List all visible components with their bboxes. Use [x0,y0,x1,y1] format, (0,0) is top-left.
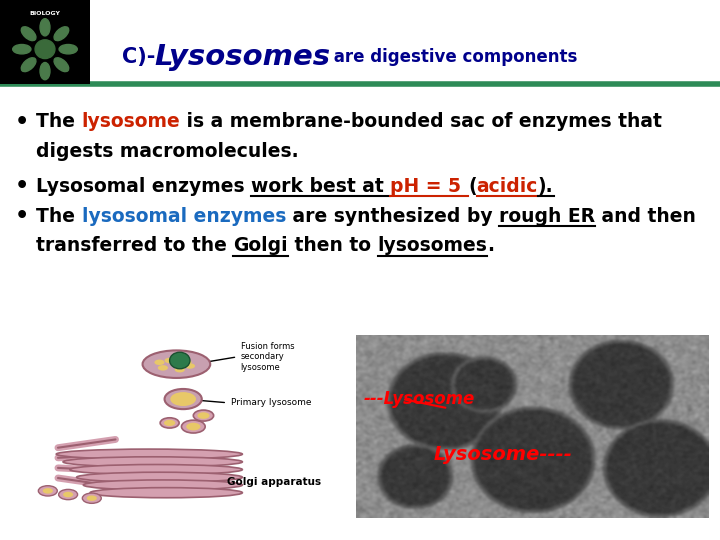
Text: The: The [36,112,81,131]
FancyBboxPatch shape [0,0,90,84]
Text: •: • [14,206,29,226]
Ellipse shape [40,63,50,80]
Ellipse shape [90,488,243,498]
Circle shape [35,40,55,59]
Text: Golgi apparatus: Golgi apparatus [227,477,321,487]
Text: ).: ). [538,177,554,196]
Ellipse shape [170,352,190,369]
Text: digests macromolecules.: digests macromolecules. [36,141,299,161]
Circle shape [158,365,168,370]
Circle shape [171,361,181,367]
Circle shape [181,360,192,365]
Text: pH = 5: pH = 5 [390,177,468,196]
Text: then to: then to [288,236,377,255]
Circle shape [58,489,78,500]
Text: Golgi: Golgi [233,236,288,255]
Text: BIOLOGY: BIOLOGY [30,11,60,16]
Circle shape [164,420,175,426]
Text: .: . [487,236,495,255]
Ellipse shape [59,44,77,54]
Text: Primary lysosome: Primary lysosome [230,398,311,407]
Ellipse shape [54,58,68,72]
Text: are synthesized by: are synthesized by [286,206,499,226]
Circle shape [86,496,97,501]
Text: and then: and then [595,206,696,226]
Circle shape [38,485,58,496]
Text: The: The [36,206,81,226]
Circle shape [171,392,196,406]
Text: Lysosomes: Lysosomes [155,43,331,71]
Text: (: ( [468,177,477,196]
Text: transferred to the: transferred to the [36,236,233,255]
Text: Lysosomal enzymes: Lysosomal enzymes [36,177,251,196]
Ellipse shape [84,480,243,490]
Circle shape [197,412,210,419]
Ellipse shape [22,27,36,40]
Circle shape [165,358,175,363]
Text: •: • [14,176,29,197]
Ellipse shape [56,449,243,459]
Ellipse shape [76,472,243,482]
Circle shape [193,410,214,421]
Text: Lysosome----: Lysosome---- [434,444,573,464]
Text: acidic: acidic [477,177,538,196]
Text: work best at: work best at [251,177,390,196]
Circle shape [186,423,200,430]
Ellipse shape [63,457,243,467]
Text: •: • [14,111,29,132]
Text: rough ER: rough ER [499,206,595,226]
Ellipse shape [22,58,36,72]
Circle shape [154,360,165,365]
Ellipse shape [70,464,243,475]
Circle shape [42,488,53,494]
Circle shape [165,389,202,409]
Circle shape [175,367,185,373]
Circle shape [82,493,102,503]
Ellipse shape [54,27,68,40]
Ellipse shape [40,19,50,36]
Text: Fusion forms
secondary
lysosome: Fusion forms secondary lysosome [240,342,294,372]
Circle shape [63,492,73,497]
Text: C)-: C)- [122,46,163,67]
Text: are digestive components: are digestive components [328,48,577,66]
Ellipse shape [143,350,210,378]
Text: ---Lysosome: ---Lysosome [364,390,474,408]
Circle shape [160,418,179,428]
Circle shape [181,420,205,433]
Text: lysosome: lysosome [81,112,180,131]
Text: lysosomes: lysosomes [377,236,487,255]
Text: is a membrane-bounded sac of enzymes that: is a membrane-bounded sac of enzymes tha… [180,112,662,131]
Circle shape [185,363,195,369]
Ellipse shape [13,44,31,54]
Text: lysosomal enzymes: lysosomal enzymes [81,206,286,226]
